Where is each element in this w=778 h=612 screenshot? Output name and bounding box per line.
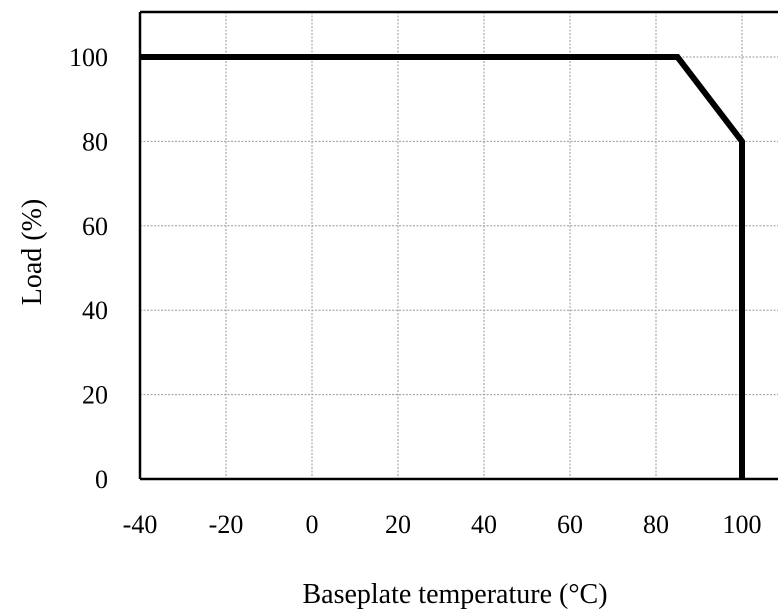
y-axis-label: Load (%) (17, 199, 48, 306)
series-layer (140, 54, 745, 479)
y-tick-label: 60 (82, 212, 108, 241)
x-axis-label: Baseplate temperature (°C) (302, 579, 607, 610)
y-tick-label: 100 (69, 43, 108, 72)
x-tick-labels: -40 -20 0 20 40 60 80 100 (123, 510, 762, 539)
plot-frame (138, 10, 778, 481)
x-tick-label: 80 (643, 510, 669, 539)
y-tick-label: 40 (82, 296, 108, 325)
y-tick-label: 80 (82, 127, 108, 156)
y-tick-label: 20 (82, 381, 108, 410)
y-tick-labels: 0 20 40 60 80 100 (69, 43, 108, 494)
x-tick-label: -20 (209, 510, 244, 539)
x-tick-label: 0 (306, 510, 319, 539)
x-tick-label: -40 (123, 510, 158, 539)
x-tick-label: 40 (471, 510, 497, 539)
grid (140, 12, 778, 479)
y-tick-label: 0 (95, 465, 108, 494)
x-tick-label: 20 (385, 510, 411, 539)
x-tick-label: 100 (723, 510, 762, 539)
x-tick-label: 60 (557, 510, 583, 539)
series-line-0 (140, 54, 745, 479)
